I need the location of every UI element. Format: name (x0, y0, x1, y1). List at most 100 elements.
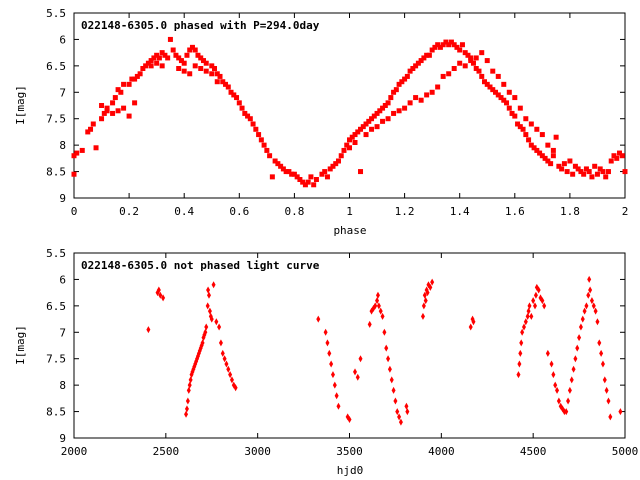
data-point (258, 137, 264, 143)
data-point (137, 71, 143, 77)
data-point (220, 79, 226, 85)
data-point (429, 89, 435, 95)
data-point (473, 55, 479, 61)
data-point (575, 344, 580, 352)
data-point (611, 153, 617, 159)
data-point (490, 87, 496, 93)
x-axis-title: hjd0 (337, 464, 364, 477)
data-point (154, 60, 160, 66)
data-point (397, 413, 402, 421)
data-point (217, 73, 223, 79)
data-point (322, 169, 328, 175)
data-point (418, 97, 424, 103)
data-point (575, 166, 581, 172)
data-point (324, 174, 330, 180)
data-point (506, 89, 512, 95)
data-point (509, 110, 515, 116)
data-point (269, 174, 275, 180)
data-point (404, 73, 410, 79)
data-point (222, 355, 227, 363)
data-point (468, 55, 474, 61)
data-point (567, 386, 572, 394)
data-point (358, 126, 364, 132)
data-point (256, 132, 262, 138)
data-point (407, 68, 413, 74)
data-point (341, 147, 347, 153)
x-tick-label: 1.6 (505, 205, 525, 218)
data-point (393, 397, 398, 405)
data-point (539, 132, 545, 138)
data-point (327, 166, 333, 172)
data-point (115, 87, 121, 93)
data-point (398, 418, 403, 426)
data-point (206, 291, 211, 299)
x-tick-label: 1.4 (450, 205, 470, 218)
x-tick-label: 0.4 (174, 205, 194, 218)
data-point (369, 126, 375, 132)
data-point (214, 71, 220, 77)
data-point (192, 63, 198, 69)
x-tick-label: 4000 (428, 445, 455, 458)
data-point (140, 66, 146, 71)
data-point (580, 315, 585, 323)
plot-frame (73, 252, 626, 439)
data-point (206, 286, 211, 294)
data-point (504, 100, 510, 106)
data-point (121, 105, 127, 111)
data-point (207, 307, 212, 315)
data-point (578, 323, 583, 331)
y-tick-label: 5.5 (46, 247, 66, 260)
data-point (300, 179, 306, 185)
data-point (178, 58, 184, 64)
y-tick-label: 9 (59, 432, 66, 445)
data-point (518, 349, 523, 357)
data-point (291, 171, 297, 177)
data-point (214, 79, 220, 85)
data-point (426, 52, 432, 58)
data-point (481, 79, 487, 85)
x-tick-label: 3000 (244, 445, 271, 458)
data-point (423, 297, 428, 305)
data-point (386, 355, 391, 363)
data-point (487, 84, 493, 90)
data-point (380, 118, 386, 124)
data-point (564, 169, 570, 175)
data-point (468, 323, 473, 331)
y-tick-label: 8 (59, 379, 66, 392)
data-point (526, 137, 532, 143)
data-point (187, 71, 193, 77)
data-point (608, 158, 614, 164)
data-point (484, 81, 490, 87)
data-point (382, 103, 388, 108)
data-point (261, 142, 267, 148)
data-point (448, 39, 454, 45)
data-point (577, 334, 582, 342)
data-point (145, 60, 151, 66)
data-point (148, 58, 154, 64)
data-point (404, 402, 409, 410)
data-point (162, 52, 168, 58)
data-point (501, 97, 507, 103)
data-point (586, 169, 592, 175)
data-point (479, 73, 485, 79)
data-point (622, 169, 628, 175)
data-point (549, 360, 554, 368)
data-point (393, 87, 399, 93)
data-points (71, 36, 628, 188)
data-point (451, 66, 457, 71)
y-tick-label: 6.5 (46, 60, 66, 73)
data-point (371, 113, 377, 119)
data-point (410, 66, 416, 71)
data-point (468, 58, 474, 64)
data-point (413, 95, 419, 101)
data-point (203, 328, 208, 336)
data-point (604, 386, 609, 394)
data-point (454, 44, 460, 50)
data-point (602, 376, 607, 384)
data-point (363, 132, 369, 138)
data-point (407, 100, 413, 106)
data-point (440, 42, 446, 48)
data-points (146, 275, 623, 426)
data-point (267, 153, 273, 159)
